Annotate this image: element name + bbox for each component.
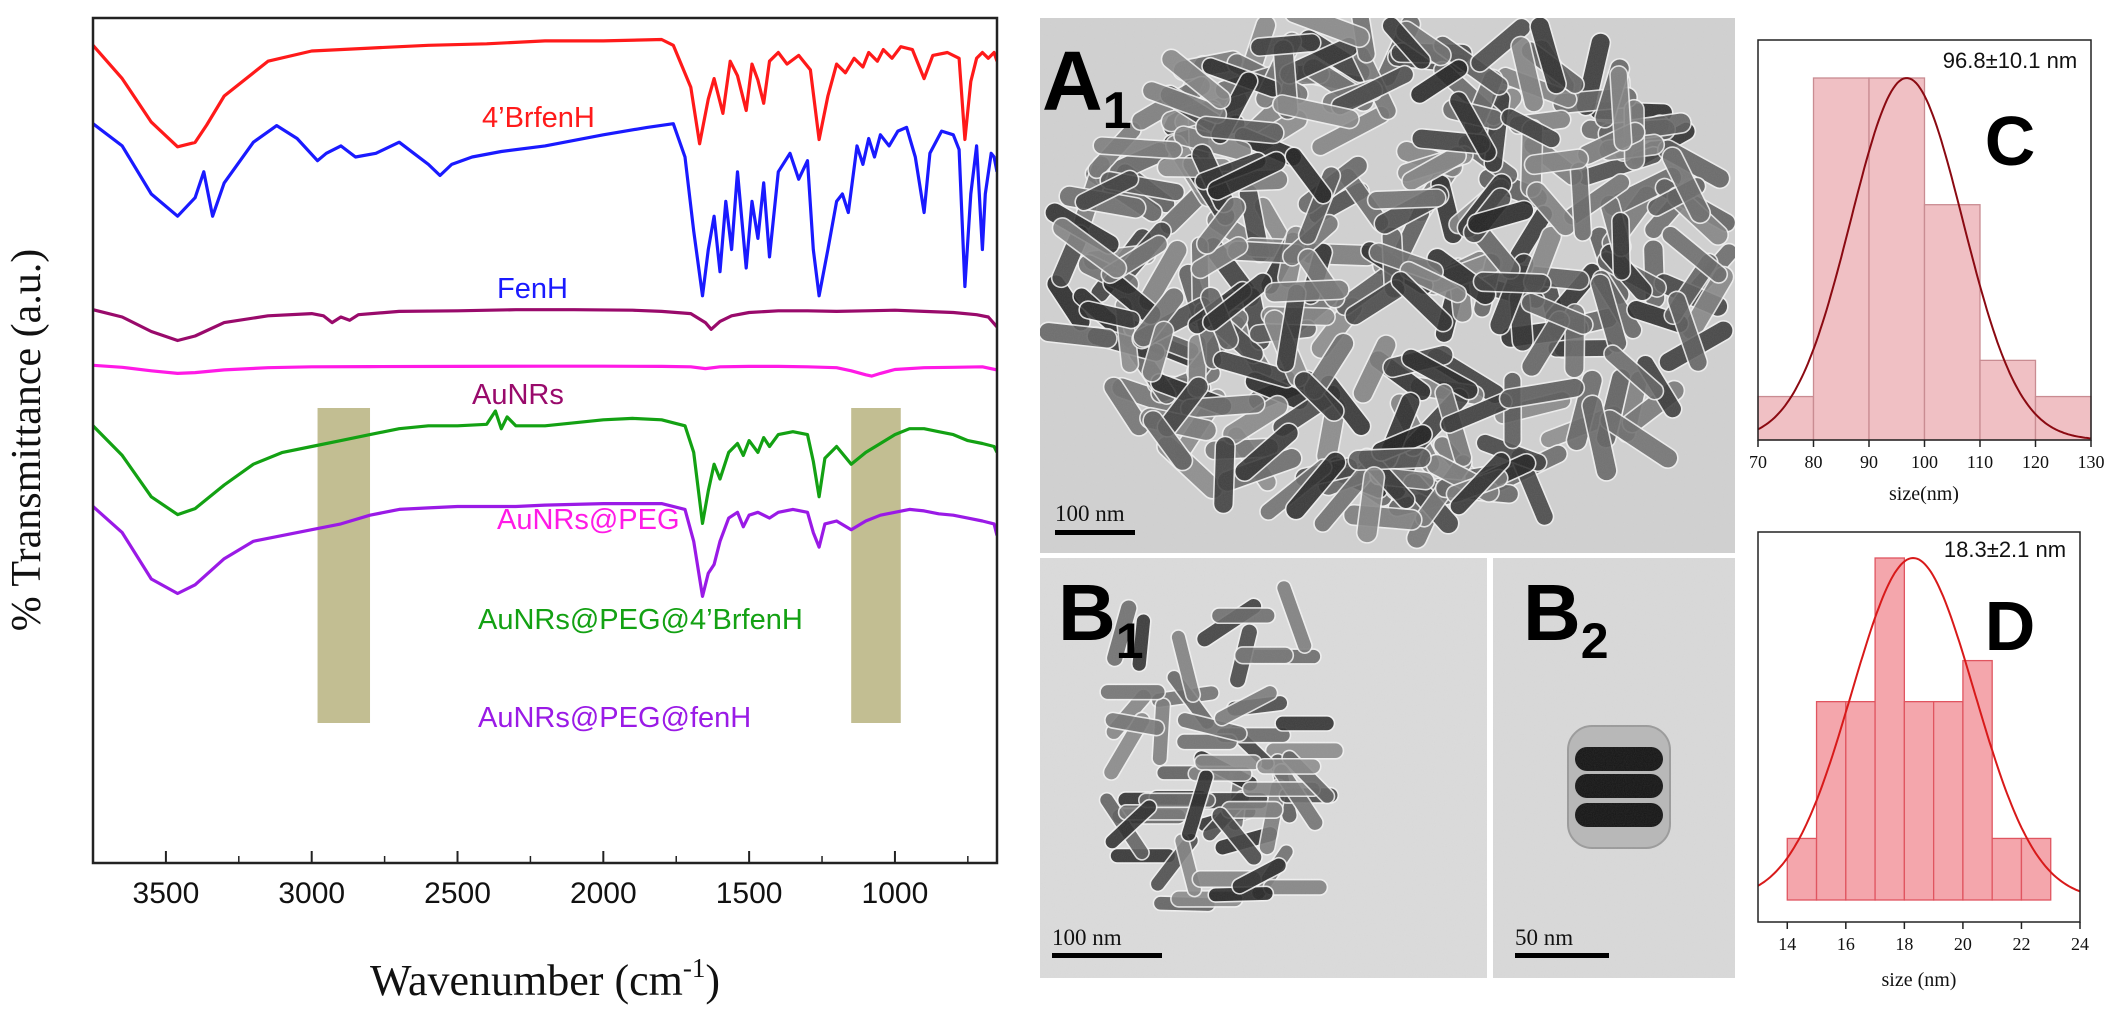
highlight-bands [317,408,901,723]
panel-label-a: A1 [1042,34,1132,140]
scale-bar-b1 [1052,953,1162,958]
scale-bar-b2 [1515,953,1609,958]
x-tick-label: 130 [2078,452,2105,472]
ftir-y-axis-label: % Transmittance (a.u.) [4,249,50,632]
tem-image-a1: A1 100 nm [1040,18,1735,553]
histogram-bar [1845,700,1876,901]
x-tick-label: 1000 [862,877,929,910]
ftir-plot-frame [91,16,999,865]
highlight-band-1 [317,408,371,723]
x-tick-label: 18 [1895,934,1913,954]
histogram-bar [1903,700,1935,901]
series-label-aunrs-peg-4brfenh: AuNRs@PEG@4’BrfenH [478,604,803,636]
highlight-band-2 [851,408,901,723]
histogram-d-x-label: size (nm) [1882,969,1957,991]
micrograph-grain [1040,558,1487,978]
x-tick-label: 22 [2012,934,2030,954]
series-line-aunrs-peg-4-brfenh [93,409,997,525]
ftir-x-ticks: 3500 3000 2500 2000 1500 1000 [92,851,969,910]
histogram-bar [1979,359,2037,441]
x-tick-label: 3500 [133,877,200,910]
histogram-d: 14 16 18 20 22 24 18.3±2.1 nm D size (nm) [1757,531,2089,991]
tem-image-b2: B2 50 nm [1493,558,1735,978]
histogram-c-frame [1757,39,2092,441]
series-line-aunrs-peg [93,363,997,378]
panel-label-d: D [1985,587,2036,665]
histogram-bar [1874,557,1906,901]
x-tick-label: 16 [1837,934,1855,954]
histogram-bar [1815,700,1847,901]
series-label-aunrs-peg-fenh: AuNRs@PEG@fenH [478,702,751,734]
tem-image-b1: B1 100 nm [1040,558,1487,978]
histogram-c-x-label: size(nm) [1889,483,1959,505]
ftir-panel: 3500 3000 2500 2000 1500 1000 4’BrfenH FenH A… [4,16,999,1005]
x-tick-label: 2500 [424,877,491,910]
histogram-d-marks: 14 16 18 20 22 24 [1757,556,2089,954]
x-tick-label: 20 [1954,934,1972,954]
x-tick-label: 1500 [716,877,783,910]
ftir-series-lines [93,37,997,598]
series-line-aunrs [93,308,997,343]
histogram-bar [1932,700,1964,901]
histogram-bar [2020,837,2052,901]
histogram-bar [1923,204,1981,441]
x-tick-label: 90 [1860,452,1878,472]
gaussian-fit-curve [1757,556,2081,893]
series-label-aunrs-peg: AuNRs@PEG [497,504,680,536]
series-label-4brfenh: 4’BrfenH [482,102,595,134]
histogram-bar [1786,837,1818,901]
ftir-x-axis-label: Wavenumber (cm-1) [370,953,720,1005]
scale-label-a1: 100 nm [1055,501,1125,526]
x-tick-label: 3000 [278,877,345,910]
series-line-aunrs-peg-fenh [93,502,997,598]
x-tick-label: 70 [1749,452,1767,472]
histogram-c-marks: 70 80 90 100 110 120 130 [1749,77,2105,472]
x-tick-label: 2000 [570,877,637,910]
histogram-bar [1991,837,2023,901]
series-line-4-brfenh [93,37,997,149]
histogram-d-annotation: 18.3±2.1 nm [1944,537,2066,562]
histogram-c: 70 80 90 100 110 120 130 96.8±10.1 nm C size(n… [1749,39,2105,505]
panel-label-b1: B1 [1058,568,1144,669]
x-tick-label: 14 [1778,934,1796,954]
x-tick-label: 24 [2071,934,2089,954]
series-label-aunrs: AuNRs [472,379,564,411]
x-tick-label: 110 [1967,452,1993,472]
micrograph-grain [1493,558,1735,978]
ftir-series-labels: 4’BrfenH FenH AuNRs AuNRs@PEG AuNRs@PEG@… [472,102,803,734]
panel-label-c: C [1985,102,2036,180]
micrograph-grain [1040,18,1735,553]
gaussian-fit-curve [1757,77,2092,440]
scale-bar-a1 [1055,530,1135,535]
x-tick-label: 100 [1911,452,1938,472]
series-label-fenh: FenH [497,273,568,305]
scale-label-b1: 100 nm [1052,925,1122,950]
x-tick-label: 80 [1805,452,1823,472]
series-line-fenh [93,122,997,298]
scale-label-b2: 50 nm [1515,925,1573,950]
histogram-d-frame [1757,531,2081,923]
histogram-c-annotation: 96.8±10.1 nm [1943,48,2077,73]
panel-label-b2: B2 [1523,568,1609,669]
histogram-bar [1962,659,1993,901]
histogram-bar [1868,77,1926,441]
x-tick-label: 120 [2022,452,2049,472]
